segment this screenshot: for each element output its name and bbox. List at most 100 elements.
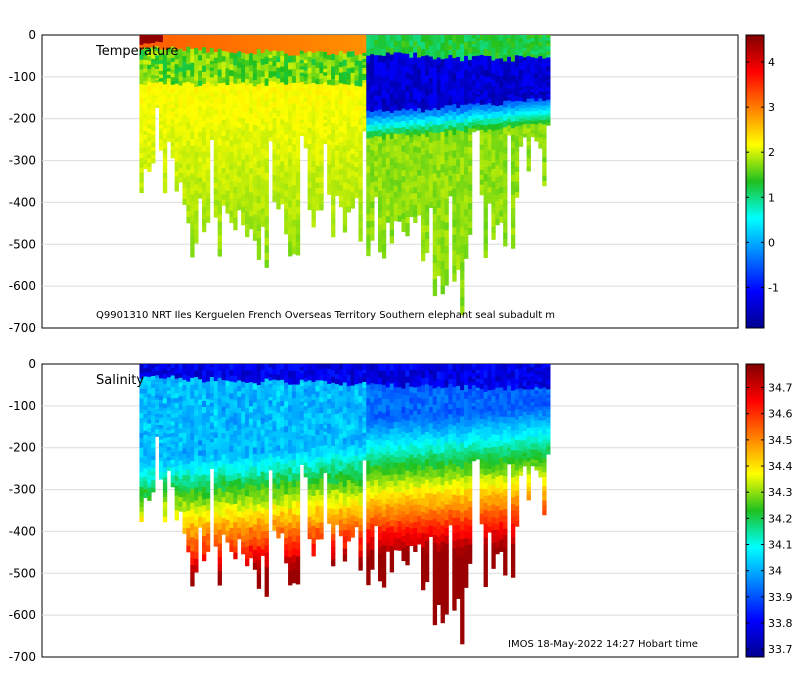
heatmap-cell (460, 279, 465, 290)
profile-column (205, 364, 211, 552)
heatmap-cell (370, 201, 375, 209)
heatmap-cell (237, 516, 242, 523)
heatmap-cell (354, 126, 359, 133)
heatmap-cell (237, 56, 242, 63)
heatmap-cell (174, 98, 179, 104)
heatmap-cell (170, 142, 176, 147)
heatmap-cell (209, 126, 215, 131)
heatmap-cell (530, 38, 535, 42)
heatmap-cell (483, 208, 488, 217)
heatmap-cell (233, 41, 238, 48)
heatmap-cell (256, 154, 262, 162)
heatmap-cell (245, 477, 250, 485)
heatmap-cell (166, 390, 172, 395)
heatmap-cell (221, 480, 226, 487)
heatmap-cell (166, 393, 172, 398)
heatmap-cell (354, 172, 359, 178)
heatmap-cell (424, 232, 430, 240)
heatmap-cell (491, 137, 496, 145)
heatmap-cell (143, 110, 148, 115)
heatmap-cell (456, 100, 461, 109)
heatmap-cell (178, 159, 183, 165)
heatmap-cell (158, 132, 164, 137)
heatmap-cell (315, 35, 320, 42)
heatmap-cell (194, 171, 199, 179)
heatmap-cell (428, 40, 434, 47)
heatmap-cell (467, 190, 473, 198)
heatmap-cell (252, 67, 258, 75)
heatmap-cell (280, 485, 285, 492)
heatmap-cell (151, 375, 156, 381)
heatmap-cell (311, 142, 316, 150)
heatmap-cell (319, 144, 324, 151)
heatmap-cell (174, 186, 179, 192)
heatmap-cell (182, 501, 187, 508)
heatmap-cell (158, 389, 164, 394)
heatmap-cell (280, 35, 285, 41)
heatmap-cell (432, 205, 438, 215)
heatmap-cell (139, 511, 144, 518)
heatmap-cell (170, 146, 176, 151)
heatmap-cell (209, 35, 215, 39)
heatmap-cell (456, 42, 461, 51)
heatmap-cell (323, 102, 328, 107)
heatmap-cell (323, 79, 328, 84)
heatmap-cell (409, 182, 414, 189)
heatmap-cell (233, 394, 238, 402)
heatmap-cell (295, 412, 301, 420)
heatmap-cell (307, 78, 312, 85)
heatmap-cell (260, 483, 265, 491)
heatmap-cell (471, 62, 477, 66)
heatmap-cell (248, 101, 254, 109)
heatmap-cell (405, 116, 410, 124)
heatmap-cell (252, 233, 258, 241)
heatmap-cell (522, 124, 528, 128)
heatmap-cell (331, 85, 336, 93)
heatmap-cell (487, 103, 492, 110)
heatmap-cell (229, 204, 234, 212)
heatmap-cell (237, 462, 242, 469)
heatmap-cell (526, 81, 531, 87)
heatmap-cell (178, 71, 183, 77)
heatmap-cell (170, 406, 176, 411)
heatmap-cell (186, 169, 191, 177)
heatmap-cell (350, 153, 355, 160)
heatmap-cell (229, 481, 234, 488)
heatmap-cell (280, 182, 285, 189)
heatmap-cell (272, 525, 277, 531)
heatmap-cell (303, 459, 309, 464)
heatmap-cell (205, 498, 211, 506)
heatmap-cell (389, 99, 395, 108)
heatmap-cell (280, 140, 285, 147)
heatmap-cell (471, 59, 477, 63)
heatmap-cell (381, 139, 387, 148)
heatmap-cell (182, 475, 187, 481)
heatmap-cell (155, 46, 160, 50)
heatmap-cell (440, 75, 445, 85)
heatmap-cell (444, 144, 449, 153)
heatmap-cell (358, 92, 363, 100)
heatmap-cell (221, 406, 226, 413)
heatmap-cell (190, 159, 195, 168)
heatmap-cell (174, 161, 179, 168)
heatmap-cell (225, 514, 230, 521)
heatmap-cell (264, 259, 269, 268)
heatmap-cell (209, 448, 215, 453)
heatmap-cell (233, 424, 238, 432)
heatmap-cell (198, 384, 203, 391)
heatmap-cell (421, 140, 426, 149)
heatmap-cell (354, 146, 359, 153)
heatmap-cell (186, 58, 191, 65)
heatmap-cell (421, 168, 426, 177)
heatmap-cell (276, 121, 281, 128)
heatmap-cell (268, 110, 273, 115)
heatmap-cell (213, 160, 219, 167)
heatmap-cell (237, 413, 242, 420)
heatmap-cell (374, 135, 379, 142)
heatmap-cell (166, 387, 172, 392)
heatmap-cell (538, 123, 543, 128)
heatmap-cell (276, 105, 281, 112)
heatmap-cell (311, 58, 316, 66)
heatmap-cell (288, 76, 293, 84)
heatmap-cell (205, 70, 211, 77)
